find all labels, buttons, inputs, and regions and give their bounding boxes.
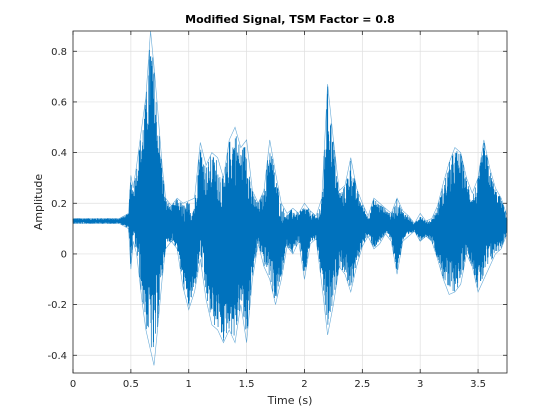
- y-tick-label: -0.4: [47, 351, 67, 362]
- y-tick-label: 0.6: [51, 97, 67, 108]
- x-tick-label: 0: [70, 379, 76, 390]
- chart-title: Modified Signal, TSM Factor = 0.8: [185, 13, 395, 26]
- y-tick-label: 0.2: [51, 199, 67, 210]
- x-tick-label: 0.5: [123, 379, 139, 390]
- axes-ticks: 0 0.5 1 1.5 2 2.5 3 3.5 -0.4 -0.2 0 0.2 0.4 0.6 0.8: [47, 31, 507, 390]
- signal-lower-envelope: [73, 223, 508, 366]
- signal-waveform: [72, 49, 508, 348]
- signal-upper-envelope: [73, 30, 508, 225]
- x-tick-label: 1.5: [239, 379, 255, 390]
- y-tick-label: 0.4: [51, 148, 67, 159]
- y-tick-label: 0: [61, 249, 67, 260]
- plot-frame: [72, 30, 508, 374]
- x-tick-label: 2.5: [354, 379, 370, 390]
- signal-series: [72, 30, 508, 366]
- x-axis-label: Time (s): [267, 394, 313, 407]
- x-tick-label: 3.5: [470, 379, 486, 390]
- y-axis-label: Amplitude: [32, 174, 45, 231]
- x-tick-label: 3: [417, 379, 423, 390]
- x-tick-label: 1: [186, 379, 192, 390]
- x-tick-label: 2: [301, 379, 307, 390]
- y-tick-label: -0.2: [47, 300, 67, 311]
- y-tick-label: 0.8: [51, 47, 67, 58]
